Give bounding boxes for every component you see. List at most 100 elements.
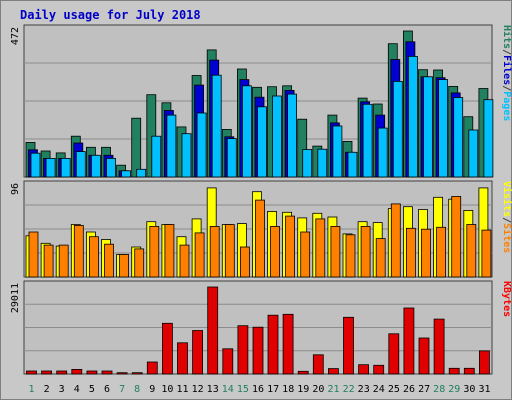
kbytes-bar-kbytes-day-8 [131, 372, 143, 375]
kbytes-bar-kbytes-day-22 [343, 316, 354, 375]
x-tick-label-12: 12 [192, 384, 204, 395]
kbytes-bar-kbytes-day-9 [146, 361, 158, 375]
kbytes-ymax-label: 29011 [10, 283, 21, 313]
visits-bar-sites-day-31 [481, 229, 492, 278]
visits-bar-sites-day-21 [330, 225, 341, 278]
hits-bar-pages-day-10 [166, 114, 177, 178]
legend-hits: Hits [501, 25, 512, 49]
x-tick-label-21: 21 [327, 384, 339, 395]
x-tick-label-29: 29 [448, 384, 460, 395]
visits-bar-sites-day-16 [255, 199, 265, 278]
kbytes-bar-kbytes-day-21 [327, 368, 339, 375]
kbytes-bar-kbytes-day-23 [358, 364, 370, 375]
hits-legend: Hits/Files/Pages [501, 25, 512, 121]
hits-bar-pages-day-2 [45, 157, 56, 178]
hits-bar-pages-day-27 [423, 76, 433, 178]
visits-bar-sites-day-11 [179, 244, 190, 278]
visits-bar-sites-day-27 [421, 228, 431, 278]
hits-bar-pages-day-12 [196, 112, 207, 178]
hits-bar-pages-day-9 [151, 135, 162, 178]
kbytes-bar-kbytes-day-24 [373, 364, 385, 375]
legend-files: Files [501, 55, 512, 85]
legend-separator: / [501, 49, 512, 55]
x-tick-label-6: 6 [104, 384, 110, 395]
visits-panel: 96 Visits/Sites [10, 180, 512, 278]
x-tick-label-16: 16 [252, 384, 264, 395]
x-tick-label-23: 23 [358, 384, 370, 395]
hits-bar-pages-day-19 [302, 149, 313, 178]
x-tick-label-22: 22 [343, 384, 355, 395]
legend-visits: Visits [501, 181, 512, 217]
visits-bar-sites-day-5 [89, 236, 99, 278]
kbytes-bar-kbytes-day-12 [192, 330, 204, 375]
kbytes-bar-kbytes-day-20 [312, 354, 324, 375]
visits-bar-sites-day-10 [164, 224, 175, 278]
kbytes-bar-kbytes-day-5 [86, 370, 98, 375]
legend-pages: Pages [501, 91, 512, 121]
x-tick-label-2: 2 [44, 384, 50, 395]
x-tick-label-14: 14 [222, 384, 234, 395]
visits-bar-sites-day-26 [405, 227, 416, 278]
x-tick-label-26: 26 [403, 384, 415, 395]
legend-kbytes: KBytes [501, 281, 512, 317]
hits-bar-pages-day-20 [317, 148, 328, 178]
visits-bar-sites-day-3 [58, 244, 69, 278]
x-tick-label-18: 18 [282, 384, 294, 395]
x-tick-label-11: 11 [176, 384, 188, 395]
hits-bar-pages-day-17 [272, 95, 282, 178]
hits-bar-pages-day-24 [377, 127, 388, 178]
kbytes-bar-kbytes-day-31 [478, 350, 490, 375]
legend-separator: / [501, 85, 512, 91]
hits-bar-pages-day-21 [332, 125, 343, 178]
visits-bar-sites-day-1 [28, 231, 39, 278]
kbytes-bar-kbytes-day-25 [388, 333, 400, 375]
x-tick-label-31: 31 [478, 384, 490, 395]
x-tick-label-17: 17 [267, 384, 279, 395]
hits-bar-pages-day-4 [75, 151, 86, 178]
kbytes-bar-kbytes-day-28 [433, 318, 445, 375]
kbytes-bar-kbytes-day-2 [41, 370, 52, 375]
x-tick-label-19: 19 [297, 384, 309, 395]
kbytes-bar-kbytes-day-27 [418, 337, 430, 375]
hits-bar-pages-day-1 [30, 152, 41, 178]
kbytes-bar-kbytes-day-11 [177, 342, 188, 375]
kbytes-bar-kbytes-day-17 [267, 314, 279, 375]
visits-bar-sites-day-2 [43, 244, 54, 278]
hits-bar-pages-day-25 [392, 81, 403, 178]
kbytes-bar-kbytes-day-30 [463, 367, 475, 375]
x-tick-label-10: 10 [161, 384, 173, 395]
visits-bar-sites-day-6 [104, 243, 114, 278]
x-tick-label-5: 5 [89, 384, 95, 395]
x-tick-label-4: 4 [74, 384, 80, 395]
kbytes-bar-kbytes-day-16 [252, 326, 264, 375]
visits-bar-sites-day-7 [119, 254, 129, 278]
kbytes-bar-kbytes-day-10 [161, 322, 173, 375]
visits-bar-sites-day-30 [466, 224, 477, 278]
hits-bar-pages-day-6 [106, 157, 116, 178]
visits-bar-sites-day-8 [134, 248, 145, 278]
hits-bar-pages-day-8 [136, 168, 147, 178]
visits-bar-sites-day-24 [375, 238, 386, 278]
hits-bar-pages-day-28 [438, 79, 449, 178]
x-tick-label-27: 27 [418, 384, 430, 395]
kbytes-bar-kbytes-day-29 [448, 367, 460, 375]
kbytes-legend: KBytes [501, 281, 512, 317]
hits-bar-pages-day-31 [483, 99, 494, 178]
kbytes-bar-kbytes-day-19 [297, 370, 309, 375]
hits-bar-hits-day-19 [297, 118, 308, 178]
visits-bar-sites-day-17 [270, 225, 280, 278]
hits-bar-pages-day-30 [468, 129, 479, 178]
hits-ymax-label: 472 [10, 27, 21, 45]
x-tick-label-9: 9 [149, 384, 155, 395]
kbytes-bar-kbytes-day-4 [71, 368, 83, 375]
chart-title: Daily usage for July 2018 [20, 8, 201, 22]
kbytes-bar-kbytes-day-6 [101, 370, 113, 375]
kbytes-bar-kbytes-day-1 [26, 370, 37, 375]
legend-sites: Sites [501, 223, 512, 253]
kbytes-panel: 29011 KBytes [10, 280, 512, 375]
visits-bar-sites-day-9 [149, 225, 160, 278]
hits-bar-pages-day-5 [91, 154, 101, 178]
visits-bar-sites-day-12 [194, 232, 205, 278]
hits-bar-pages-day-3 [60, 157, 71, 178]
